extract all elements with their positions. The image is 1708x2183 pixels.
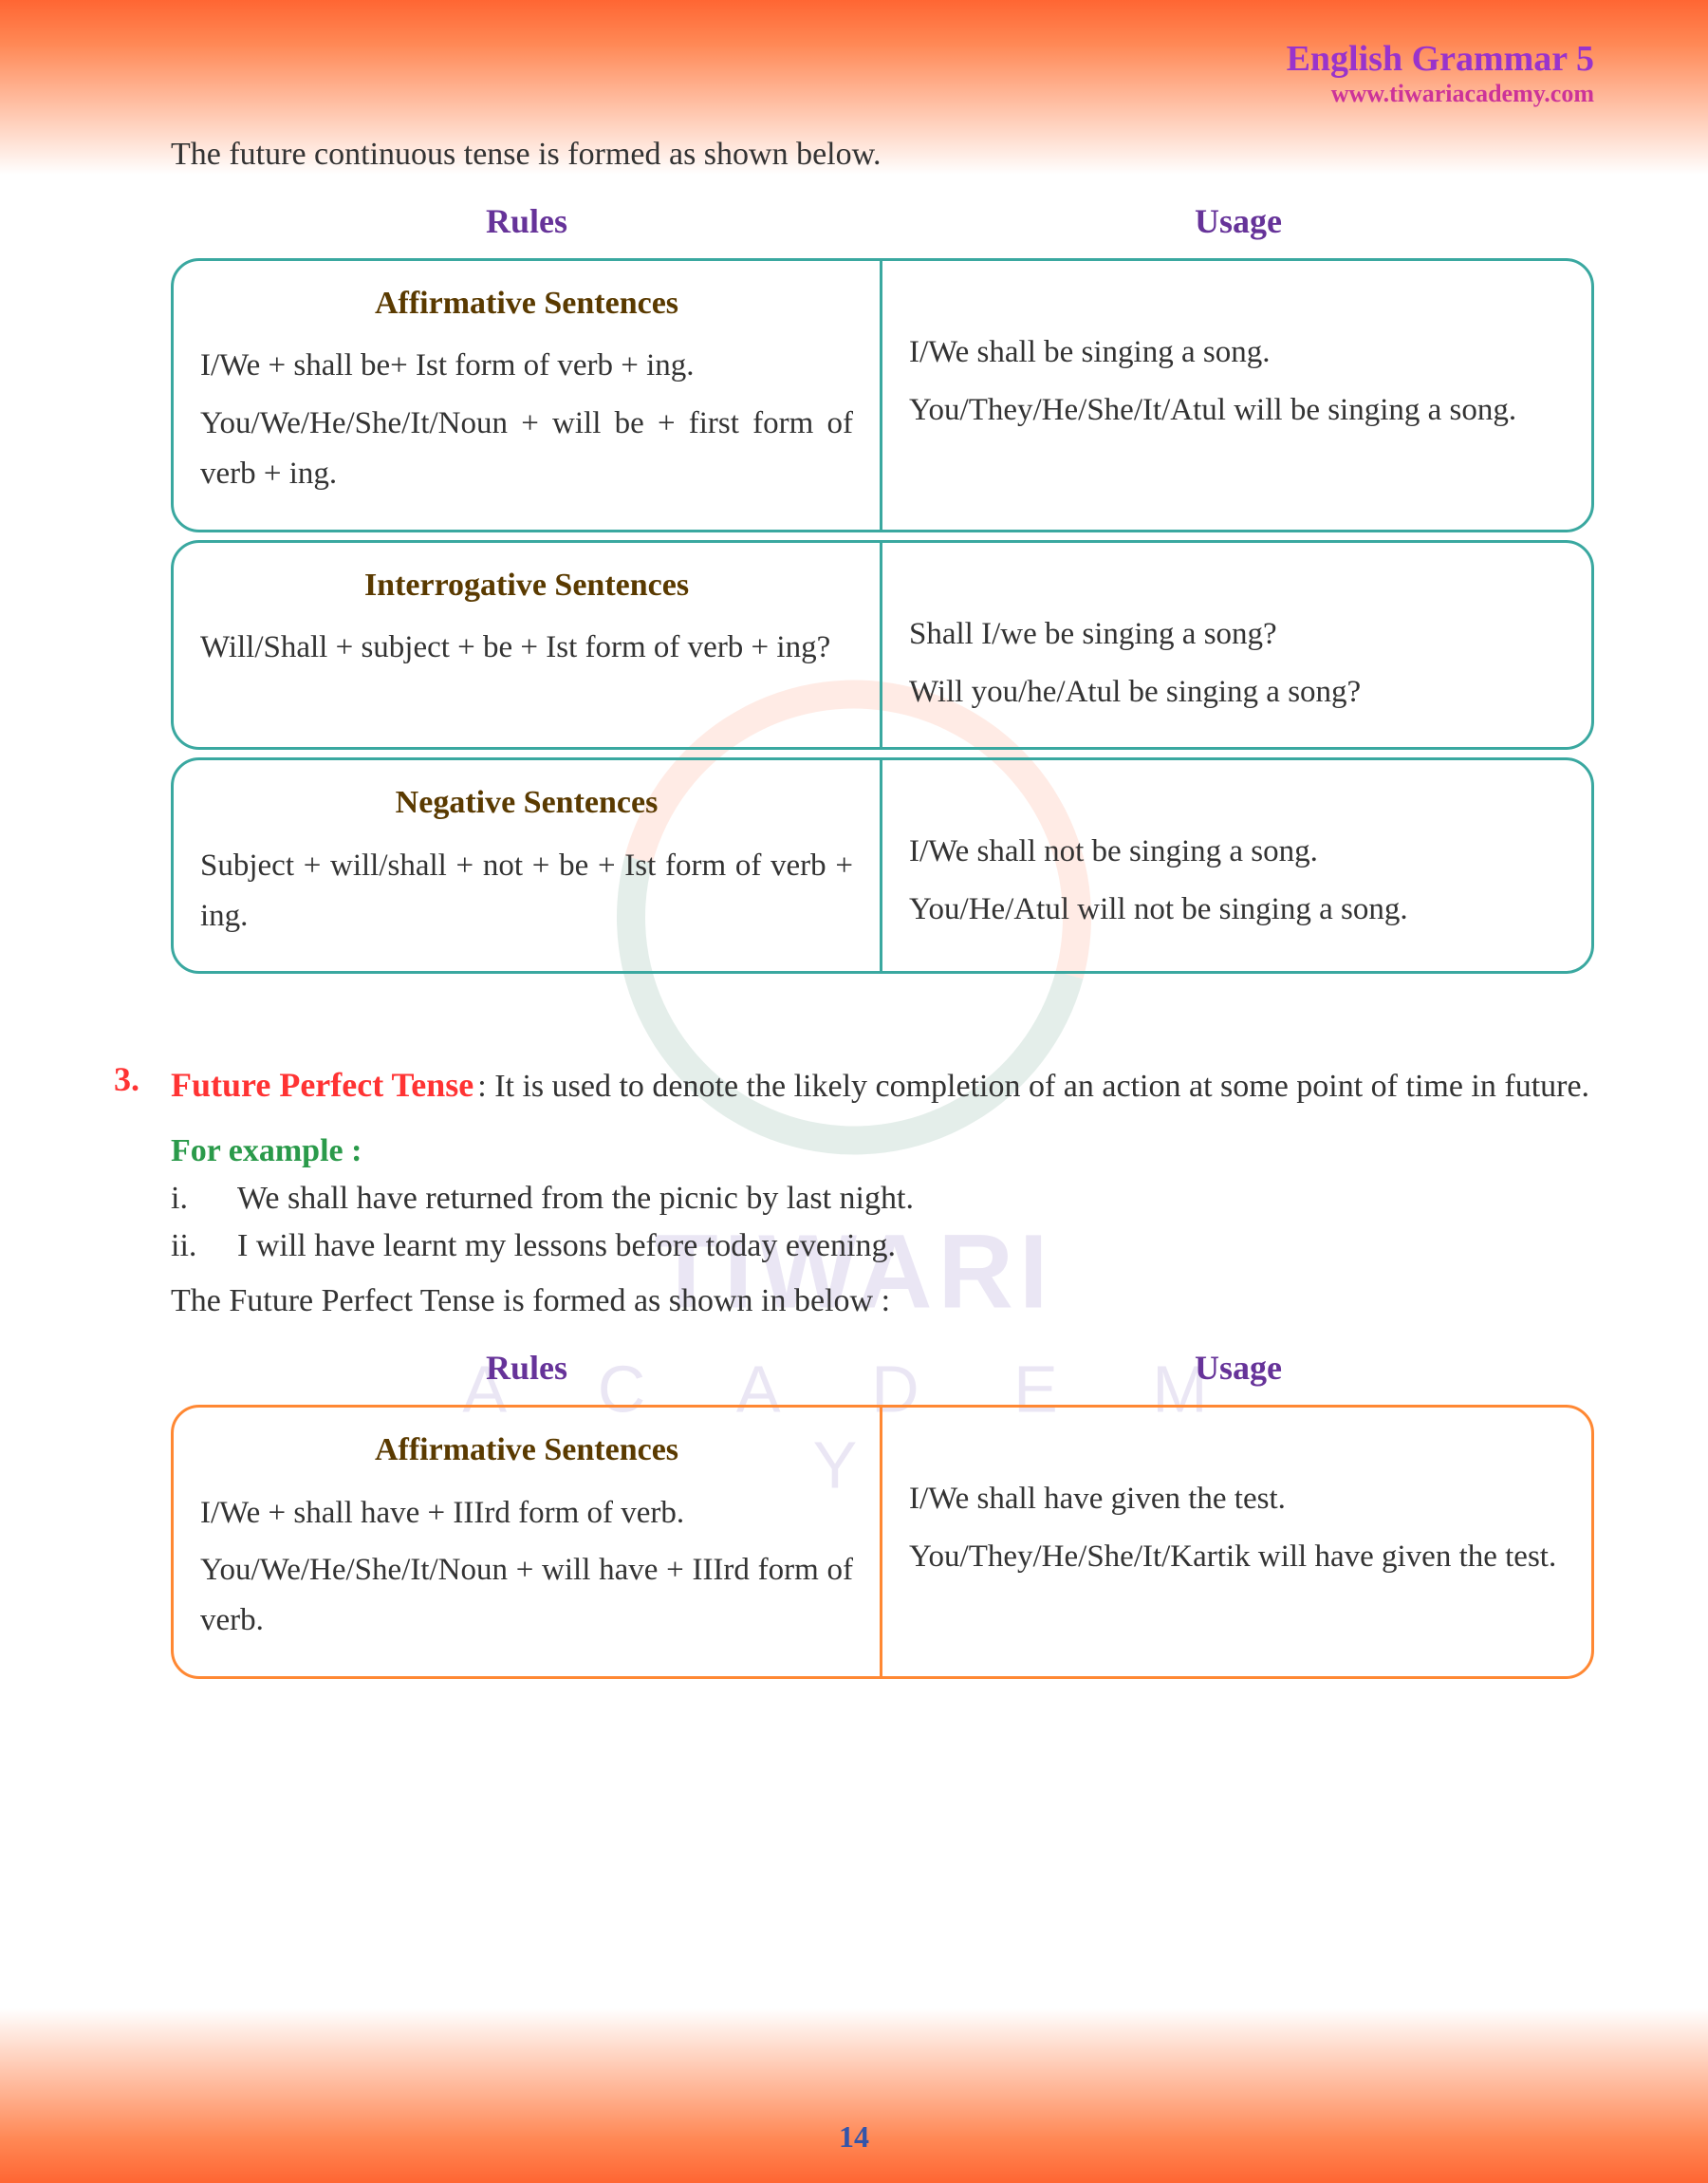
- usage-text: Shall I/we be singing a song?: [909, 609, 1565, 660]
- example-item: i. We shall have returned from the picni…: [171, 1181, 1594, 1217]
- rules-cell: Interrogative Sentences Will/Shall + sub…: [174, 543, 882, 748]
- rules-cell: Affirmative Sentences I/We + shall have …: [174, 1408, 882, 1676]
- rule-text: Will/Shall + subject + be + Ist form of …: [200, 623, 853, 673]
- example-num: i.: [171, 1181, 237, 1217]
- section-3: 3. Future Perfect Tense : It is used to …: [114, 1059, 1594, 1114]
- usage-cell: I/We shall be singing a song. You/They/H…: [882, 261, 1591, 530]
- usage-text: You/He/Atul will not be singing a song.: [909, 885, 1565, 935]
- col-header-usage: Usage: [882, 201, 1594, 251]
- sentence-type: Interrogative Sentences: [200, 560, 853, 611]
- rules-cell: Affirmative Sentences I/We + shall be+ I…: [174, 261, 882, 530]
- example-item: ii. I will have learnt my lessons before…: [171, 1228, 1594, 1264]
- rules-cell: Negative Sentences Subject + will/shall …: [174, 760, 882, 971]
- rule-row: Affirmative Sentences I/We + shall be+ I…: [171, 258, 1594, 532]
- rule-text: You/We/He/She/It/Noun + will be + first …: [200, 399, 853, 499]
- usage-text: I/We shall not be singing a song.: [909, 827, 1565, 877]
- page-content: English Grammar 5 www.tiwariacademy.com …: [0, 0, 1708, 1744]
- rule-text: Subject + will/shall + not + be + Ist fo…: [200, 841, 853, 942]
- section-title: Future Perfect Tense: [171, 1066, 473, 1104]
- example-list: i. We shall have returned from the picni…: [171, 1181, 1594, 1264]
- usage-text: You/They/He/She/It/Kartik will have give…: [909, 1532, 1565, 1582]
- page-number: 14: [0, 2119, 1708, 2155]
- col-header-usage: Usage: [882, 1348, 1594, 1397]
- table-column-headers: Rules Usage: [171, 201, 1594, 251]
- page-header: English Grammar 5 www.tiwariacademy.com: [114, 38, 1594, 108]
- site-url: www.tiwariacademy.com: [114, 80, 1594, 108]
- intro-text-1: The future continuous tense is formed as…: [171, 137, 1594, 173]
- rule-row: Affirmative Sentences I/We + shall have …: [171, 1405, 1594, 1679]
- sentence-type: Affirmative Sentences: [200, 1425, 853, 1476]
- section-number: 3.: [114, 1059, 171, 1114]
- intro-text-2: The Future Perfect Tense is formed as sh…: [171, 1283, 1594, 1319]
- usage-text: You/They/He/She/It/Atul will be singing …: [909, 385, 1565, 436]
- section-text: : It is used to denote the likely comple…: [477, 1069, 1589, 1104]
- rule-text: I/We + shall have + IIIrd form of verb.: [200, 1488, 853, 1539]
- rule-row: Interrogative Sentences Will/Shall + sub…: [171, 540, 1594, 751]
- example-text: We shall have returned from the picnic b…: [237, 1181, 914, 1217]
- usage-cell: I/We shall not be singing a song. You/He…: [882, 760, 1591, 971]
- rule-text: I/We + shall be+ Ist form of verb + ing.: [200, 341, 853, 391]
- usage-text: I/We shall have given the test.: [909, 1474, 1565, 1524]
- example-text: I will have learnt my lessons before tod…: [237, 1228, 896, 1264]
- table-column-headers: Rules Usage: [171, 1348, 1594, 1397]
- sentence-type: Affirmative Sentences: [200, 278, 853, 329]
- example-num: ii.: [171, 1228, 237, 1264]
- usage-cell: Shall I/we be singing a song? Will you/h…: [882, 543, 1591, 748]
- usage-cell: I/We shall have given the test. You/They…: [882, 1408, 1591, 1676]
- col-header-rules: Rules: [171, 201, 882, 251]
- usage-text: I/We shall be singing a song.: [909, 327, 1565, 378]
- section-body: Future Perfect Tense : It is used to den…: [171, 1059, 1594, 1114]
- rule-row: Negative Sentences Subject + will/shall …: [171, 757, 1594, 974]
- col-header-rules: Rules: [171, 1348, 882, 1397]
- rule-text: You/We/He/She/It/Noun + will have + IIIr…: [200, 1545, 853, 1646]
- book-title: English Grammar 5: [114, 38, 1594, 80]
- example-label: For example :: [171, 1133, 1594, 1169]
- sentence-type: Negative Sentences: [200, 777, 853, 829]
- usage-text: Will you/he/Atul be singing a song?: [909, 667, 1565, 718]
